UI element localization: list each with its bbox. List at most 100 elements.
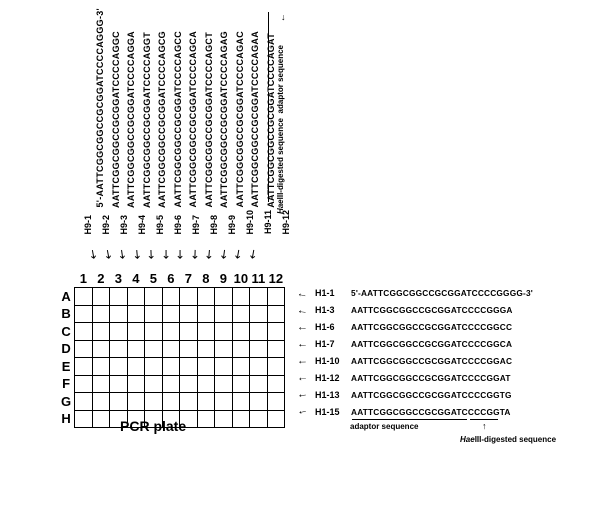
right-sequence-row: ←H1-15'-AATTCGGCGGCCGCGGATCCCCGGGG-3' (297, 286, 533, 300)
plate-cell (75, 393, 93, 411)
plate-col-header: 7 (180, 270, 198, 288)
plate-cell (145, 358, 163, 376)
plate-cell (250, 375, 268, 393)
plate-cell (75, 288, 93, 306)
right-sequence: AATTCGGCGGCCGCGGATCCCCGGTG (351, 390, 512, 400)
plate-cell (267, 323, 285, 341)
plate-cell (250, 323, 268, 341)
pcr-plate: 123456789101112ABCDEFGH (60, 270, 285, 428)
plate-cell (267, 393, 285, 411)
plate-cell (232, 340, 250, 358)
plate-cell (110, 375, 128, 393)
plate-cell (197, 305, 215, 323)
plate-cell (250, 340, 268, 358)
right-sequence-label: H1-6 (315, 322, 351, 332)
top-sequence-label: H9-11 (263, 210, 273, 234)
top-sequence-label: H9-10 (245, 210, 255, 235)
arrow-left-icon: ← (296, 304, 315, 318)
top-sequence-label: H9-2 (101, 215, 111, 235)
plate-cell (145, 323, 163, 341)
plate-cell (110, 323, 128, 341)
arrow-left-icon: ← (296, 287, 316, 302)
arrow-down-icon: ↘ (244, 245, 261, 263)
plate-cell (110, 393, 128, 411)
plate-cell (215, 305, 233, 323)
top-sequence: AATTCGGCGGCCGCGGATCCCCAGAC (235, 31, 245, 207)
plate-cell (250, 288, 268, 306)
plate-cell (180, 323, 198, 341)
top-sequence: AATTCGGCGGCCGCGGATCCCCAGCG (157, 31, 167, 208)
plate-cell (232, 305, 250, 323)
plate-cell (250, 305, 268, 323)
plate-cell (180, 375, 198, 393)
plate-col-header: 12 (267, 270, 285, 288)
right-sequence-label: H1-13 (315, 390, 351, 400)
plate-cell (267, 375, 285, 393)
plate-cell (145, 375, 163, 393)
plate-cell (92, 323, 110, 341)
plate-cell (267, 288, 285, 306)
plate-cell (180, 393, 198, 411)
plate-cell (250, 410, 268, 428)
right-sequence: AATTCGGCGGCCGCGGATCCCCGGGA (351, 305, 513, 315)
plate-cell (215, 288, 233, 306)
plate-cell (92, 393, 110, 411)
top-sequence-label: H9-9 (227, 215, 237, 235)
plate-cell (215, 340, 233, 358)
plate-cell (197, 393, 215, 411)
right-sequence-label: H1-10 (315, 356, 351, 366)
arrow-left-icon: ← (296, 387, 315, 401)
plate-label: PCR plate (120, 418, 186, 434)
plate-cell (110, 340, 128, 358)
plate-cell (127, 393, 145, 411)
plate-cell (197, 358, 215, 376)
top-sequence-labels: H9-1H9-2H9-3H9-4H9-5H9-6H9-7H9-8H9-9H9-1… (83, 210, 299, 240)
top-sequence-label: H9-4 (137, 215, 147, 235)
plate-cell (75, 375, 93, 393)
top-sequence: AATTCGGCGGCCGCGGATCCCCAGGA (126, 31, 136, 208)
top-sequence: 5'-AATTCGGCGGCCGCGGATCCCCAGGG-3' (95, 8, 105, 208)
top-sequence-list: 5'-AATTCGGCGGCCGCGGATCCCCAGGG-3' AATTCGGC… (95, 8, 281, 213)
top-sequence-label: H9-1 (83, 215, 93, 235)
right-sequence-row: ←H1-15AATTCGGCGGCCGCGGATCCCCGGTA (297, 405, 533, 419)
right-sequence-row: ←H1-10AATTCGGCGGCCGCGGATCCCCGGAC (297, 354, 533, 368)
plate-cell (92, 375, 110, 393)
plate-cell (162, 340, 180, 358)
plate-grid: 123456789101112ABCDEFGH (60, 270, 285, 428)
arrow-down-icon: ↘ (113, 246, 131, 263)
plate-cell (232, 410, 250, 428)
plate-cell (162, 358, 180, 376)
plate-cell (215, 410, 233, 428)
plate-cell (232, 358, 250, 376)
plate-cell (250, 358, 268, 376)
arrow-left-icon: ← (297, 355, 315, 367)
right-sequence-label: H1-15 (315, 407, 351, 417)
right-sequence-label: H1-12 (315, 373, 351, 383)
plate-cell (180, 305, 198, 323)
top-sequence: AATTCGGCGGCCGCGGATCCCCAGCA (188, 31, 198, 207)
top-sequence-label: H9-7 (191, 215, 201, 235)
top-adaptor-underline (267, 92, 269, 202)
right-sequence: 5'-AATTCGGCGGCCGCGGATCCCCGGGG-3' (351, 288, 533, 298)
right-sequence: AATTCGGCGGCCGCGGATCCCCGGAC (351, 356, 512, 366)
plate-cell (92, 305, 110, 323)
plate-cell (75, 410, 93, 428)
plate-cell (92, 410, 110, 428)
right-sequence-row: ←H1-7AATTCGGCGGCCGCGGATCCCCGGCA (297, 337, 533, 351)
plate-col-header: 6 (162, 270, 180, 288)
right-sequence-row: ←H1-13AATTCGGCGGCCGCGGATCCCCGGTG (297, 388, 533, 402)
plate-cell (162, 305, 180, 323)
plate-col-header: 1 (75, 270, 93, 288)
plate-cell (267, 340, 285, 358)
plate-cell (162, 323, 180, 341)
plate-col-header: 8 (197, 270, 215, 288)
top-haeiii-arrow-icon: ↓ (281, 12, 286, 22)
plate-cell (92, 340, 110, 358)
plate-cell (197, 288, 215, 306)
right-sequence: AATTCGGCGGCCGCGGATCCCCGGCC (351, 322, 512, 332)
plate-cell (215, 358, 233, 376)
plate-cell (250, 393, 268, 411)
arrow-left-icon: ← (297, 371, 316, 384)
arrow-left-icon: ← (297, 321, 316, 334)
plate-cell (180, 288, 198, 306)
